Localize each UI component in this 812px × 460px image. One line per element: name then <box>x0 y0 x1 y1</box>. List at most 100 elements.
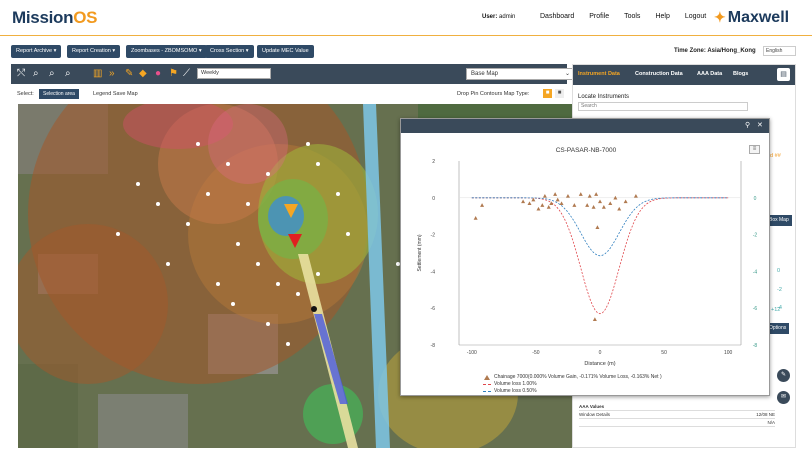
basemap-select[interactable]: Base Map ⌄ <box>466 68 574 80</box>
nav-profile[interactable]: Profile <box>589 13 610 20</box>
map-options-links[interactable]: Drop Pin Contours Map Type: <box>457 91 530 97</box>
map-type-road-icon[interactable]: ■ <box>555 89 564 98</box>
update-mec-button[interactable]: Update MEC Value <box>257 45 314 58</box>
nav-logout[interactable]: Logout <box>684 13 707 20</box>
settlement-chart: -100 -50 0 50 100 2 0 -2 -4 -6 -8 0 -2 -4 -6 -8 Distance… <box>417 159 758 367</box>
maxwell-mark-icon: ✦ <box>714 9 726 25</box>
chart-title: CS-PASAR-NB-7000 <box>555 147 617 154</box>
y2-tick-label: -2 <box>753 233 758 239</box>
pan-tool-icon[interactable]: ⤲ <box>17 68 25 79</box>
chart-icon[interactable]: ▤ <box>777 68 790 81</box>
zoom-out-tool-icon[interactable]: ⌕ <box>49 68 55 79</box>
scatter-point <box>591 205 596 209</box>
legend-label: Volume loss 0.50% <box>494 388 537 394</box>
legend-item-vl1: Volume loss 1.00% <box>483 381 662 388</box>
timezone-label: Time Zone: Asia/Hong_Kong <box>674 48 756 54</box>
side-value-1: 0 <box>777 268 781 274</box>
table-header-label: AAA Values <box>579 404 605 409</box>
language-select[interactable]: English <box>763 46 796 56</box>
scatter-point <box>542 193 547 198</box>
options-button[interactable]: Options <box>766 323 790 334</box>
y2-tick-label: 0 <box>754 196 757 202</box>
zoombases-button[interactable]: Zoombases - ZBOMSOMO ▾ <box>126 45 207 58</box>
table-row: N/A <box>579 419 775 427</box>
tab-blogs[interactable]: Blogs <box>733 71 749 77</box>
scatter-point <box>565 193 570 198</box>
maxwell-logo: ✦ Maxwell <box>714 9 789 27</box>
right-panel-tabs: Instrument Data Construction Data AAA Da… <box>573 65 795 85</box>
y-tick-label: 0 <box>432 196 435 202</box>
y2-tick-label: -4 <box>753 269 758 275</box>
flag-tool-icon[interactable]: ⚑ <box>169 68 178 79</box>
top-navbar: MissionOS User: admin Dashboard Profile … <box>0 0 812 36</box>
report-archive-button[interactable]: Report Archive ▾ <box>11 45 62 58</box>
nav-help[interactable]: Help <box>655 13 670 20</box>
scatter-point <box>531 197 536 202</box>
scatter-point <box>540 203 545 207</box>
map-toolbar: ⤲ ⌕ ⌕ ⌕ ▥ » ✎ ◆ ● ⚑ ⟋ Weekly Base Map ⌄ <box>11 64 574 84</box>
scatter-point <box>546 205 551 209</box>
scatter-point <box>617 206 622 211</box>
nav-tools[interactable]: Tools <box>624 13 641 20</box>
mail-icon[interactable]: ✉ <box>777 391 790 404</box>
scatter-point <box>555 197 560 202</box>
triangle-marker-icon <box>484 375 490 380</box>
forward-tool-icon[interactable]: » <box>109 68 115 79</box>
tab-aaa-data[interactable]: AAA Data <box>697 71 723 77</box>
cross-section-popup: ⚲ ✕ CS-PASAR-NB-7000 ≡ -100 -50 0 50 100 2 0 -2… <box>400 118 770 396</box>
scatter-point <box>473 216 478 220</box>
missionos-logo[interactable]: MissionOS <box>12 8 97 28</box>
selection-zone-button[interactable]: Selection area <box>39 89 79 99</box>
table-cell: Window Details <box>579 412 611 417</box>
y2-tick-label: -6 <box>753 306 758 312</box>
map-type-satellite-icon[interactable]: ■ <box>543 89 552 98</box>
zoom-in-tool-icon[interactable]: ⌕ <box>33 68 39 79</box>
layers-tool-icon[interactable]: ▥ <box>93 68 103 79</box>
edit-tool-icon[interactable]: ✎ <box>125 68 134 79</box>
scatter-point <box>521 199 526 204</box>
tab-instrument-data[interactable]: Instrument Data <box>578 71 620 77</box>
scatter-point <box>601 205 606 209</box>
legend-label: Volume loss 1.00% <box>494 381 537 387</box>
y-tick-label: -2 <box>431 233 436 239</box>
chart-menu-icon[interactable]: ≡ <box>749 145 760 154</box>
report-toolbar: Report Archive ▾ Report Creation ▾ Zoomb… <box>0 41 812 61</box>
scatter-point <box>553 192 558 196</box>
side-value-3: -4 <box>777 305 782 311</box>
legend-item-vl05: Volume loss 0.50% <box>483 388 662 395</box>
user-name: admin <box>499 14 516 20</box>
scatter-point <box>592 317 597 321</box>
scatter-point <box>585 203 590 207</box>
table-header: AAA Values <box>579 403 775 411</box>
table-row: Window Details 12/08 NE <box>579 411 775 419</box>
close-icon[interactable]: ✕ <box>757 122 763 129</box>
pin-icon[interactable]: ⚲ <box>745 122 751 129</box>
pin-tool-icon[interactable]: ◆ <box>139 68 147 79</box>
measure-tool-icon[interactable]: ⟋ <box>183 68 190 79</box>
period-select[interactable]: Weekly <box>197 68 271 79</box>
x-tick-label: 0 <box>599 350 602 356</box>
marker-tool-icon[interactable]: ● <box>155 68 162 79</box>
edit-icon[interactable]: ✎ <box>777 369 790 382</box>
tab-construction-data[interactable]: Construction Data <box>635 71 683 77</box>
legend-save-map-link[interactable]: Legend Save Map <box>93 91 138 97</box>
scatter-point <box>623 199 628 204</box>
zoom-extent-tool-icon[interactable]: ⌕ <box>65 68 71 79</box>
instrument-search-input[interactable]: Search <box>578 102 748 111</box>
x-tick-label: 50 <box>661 350 667 356</box>
side-value-0: ed ## <box>767 153 781 159</box>
nav-dashboard[interactable]: Dashboard <box>540 13 575 20</box>
legend-item-scatter: Chainage 7000(0.000% Volume Gain, -0.171… <box>483 374 662 381</box>
chart-legend: Chainage 7000(0.000% Volume Gain, -0.171… <box>483 374 662 395</box>
x-tick-label: 100 <box>724 350 733 356</box>
legend-label: Chainage 7000(0.000% Volume Gain, -0.171… <box>494 374 662 380</box>
user-label: User: <box>482 14 498 20</box>
report-creation-button[interactable]: Report Creation ▾ <box>67 45 121 58</box>
scatter-point <box>608 201 613 206</box>
legend-swatch <box>483 391 491 392</box>
scatter-point <box>613 195 618 200</box>
scatter-point <box>633 193 638 198</box>
box-map-button[interactable]: Box Map <box>766 215 792 226</box>
scatter-point <box>572 203 577 207</box>
cross-section-button[interactable]: Cross Section ▾ <box>205 45 254 58</box>
